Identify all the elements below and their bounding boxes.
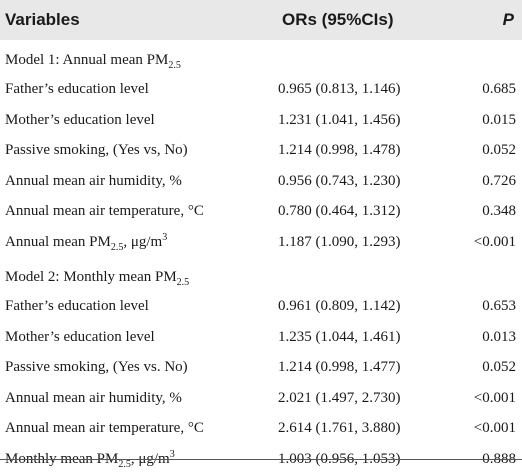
table-row: Annual mean air humidity, % 2.021 (1.497,… <box>0 383 522 414</box>
variable-cell: Mother’s education level <box>5 329 155 346</box>
p-cell: 0.052 <box>482 359 516 376</box>
model-heading: Model 2: Monthly mean PM2.5 <box>5 269 189 286</box>
or-cell: 2.614 (1.761, 3.880) <box>278 420 401 437</box>
subscript: 2.5 <box>177 277 190 288</box>
header-p: P <box>503 10 514 30</box>
variable-cell: Annual mean air humidity, % <box>5 390 182 407</box>
table-row: Passive smoking, (Yes vs. No) 1.214 (0.99… <box>0 352 522 383</box>
model-heading: Model 1: Annual mean PM2.5 <box>5 52 181 69</box>
or-cell: 1.235 (1.044, 1.461) <box>278 329 401 346</box>
subscript: 2.5 <box>168 60 181 71</box>
superscript: 3 <box>170 449 175 460</box>
p-cell: 0.653 <box>482 298 516 315</box>
p-cell: <0.001 <box>474 420 516 437</box>
table-row: Annual mean air temperature, °C 2.614 (1.… <box>0 413 522 444</box>
table-row: Passive smoking, (Yes vs, No) 1.214 (0.99… <box>0 135 522 166</box>
superscript: 3 <box>162 232 167 243</box>
model-heading-row: Model 1: Annual mean PM2.5 <box>0 40 522 74</box>
table-row: Annual mean air temperature, °C 0.780 (0.… <box>0 196 522 227</box>
subscript: 2.5 <box>111 242 124 253</box>
variable-cell: Annual mean air humidity, % <box>5 173 182 190</box>
variable-cell: Mother’s education level <box>5 112 155 129</box>
variable-cell: Passive smoking, (Yes vs. No) <box>5 359 188 376</box>
p-cell: 0.013 <box>482 329 516 346</box>
subscript: 2.5 <box>118 459 131 470</box>
p-cell: <0.001 <box>474 234 516 251</box>
p-cell: <0.001 <box>474 390 516 407</box>
table-row: Annual mean air humidity, % 0.956 (0.743,… <box>0 166 522 197</box>
table-row: Father’s education level 0.961 (0.809, 1.… <box>0 291 522 322</box>
variable-text: Annual mean PM <box>5 234 111 250</box>
model-heading-text: Model 1: Annual mean PM <box>5 52 168 68</box>
table-row: Mother’s education level 1.231 (1.041, 1.… <box>0 105 522 136</box>
variable-cell: Father’s education level <box>5 81 149 98</box>
p-cell: 0.685 <box>482 81 516 98</box>
table-header: Variables ORs (95%CIs) P <box>0 0 522 40</box>
or-cell: 1.231 (1.041, 1.456) <box>278 112 401 129</box>
header-variables: Variables <box>5 10 80 30</box>
variable-cell: Father’s education level <box>5 298 149 315</box>
table-row: Father’s education level 0.965 (0.813, 1.… <box>0 74 522 105</box>
variable-cell: Passive smoking, (Yes vs, No) <box>5 142 188 159</box>
or-cell: 0.780 (0.464, 1.312) <box>278 203 401 220</box>
p-cell: 0.052 <box>482 142 516 159</box>
p-cell: 0.726 <box>482 173 516 190</box>
or-cell: 1.187 (1.090, 1.293) <box>278 234 401 251</box>
model-heading-row: Model 2: Monthly mean PM2.5 <box>0 257 522 291</box>
unit-text: , μg/m <box>123 234 162 250</box>
model-heading-text: Model 2: Monthly mean PM <box>5 269 177 285</box>
or-cell: 1.214 (0.998, 1.477) <box>278 359 401 376</box>
results-table: Variables ORs (95%CIs) P Model 1: Annual… <box>0 0 522 463</box>
variable-cell: Annual mean air temperature, °C <box>5 420 204 437</box>
or-cell: 0.961 (0.809, 1.142) <box>278 298 401 315</box>
table-row: Annual mean PM2.5, μg/m3 1.187 (1.090, 1.… <box>0 227 522 258</box>
bottom-rule <box>0 459 522 460</box>
or-cell: 0.956 (0.743, 1.230) <box>278 173 401 190</box>
or-cell: 1.214 (0.998, 1.478) <box>278 142 401 159</box>
p-cell: 0.015 <box>482 112 516 129</box>
table-row: Mother’s education level 1.235 (1.044, 1.… <box>0 322 522 353</box>
variable-cell: Annual mean air temperature, °C <box>5 203 204 220</box>
or-cell: 0.965 (0.813, 1.146) <box>278 81 401 98</box>
p-cell: 0.348 <box>482 203 516 220</box>
variable-cell: Annual mean PM2.5, μg/m3 <box>5 234 167 251</box>
header-ors: ORs (95%CIs) <box>282 10 393 30</box>
or-cell: 2.021 (1.497, 2.730) <box>278 390 401 407</box>
